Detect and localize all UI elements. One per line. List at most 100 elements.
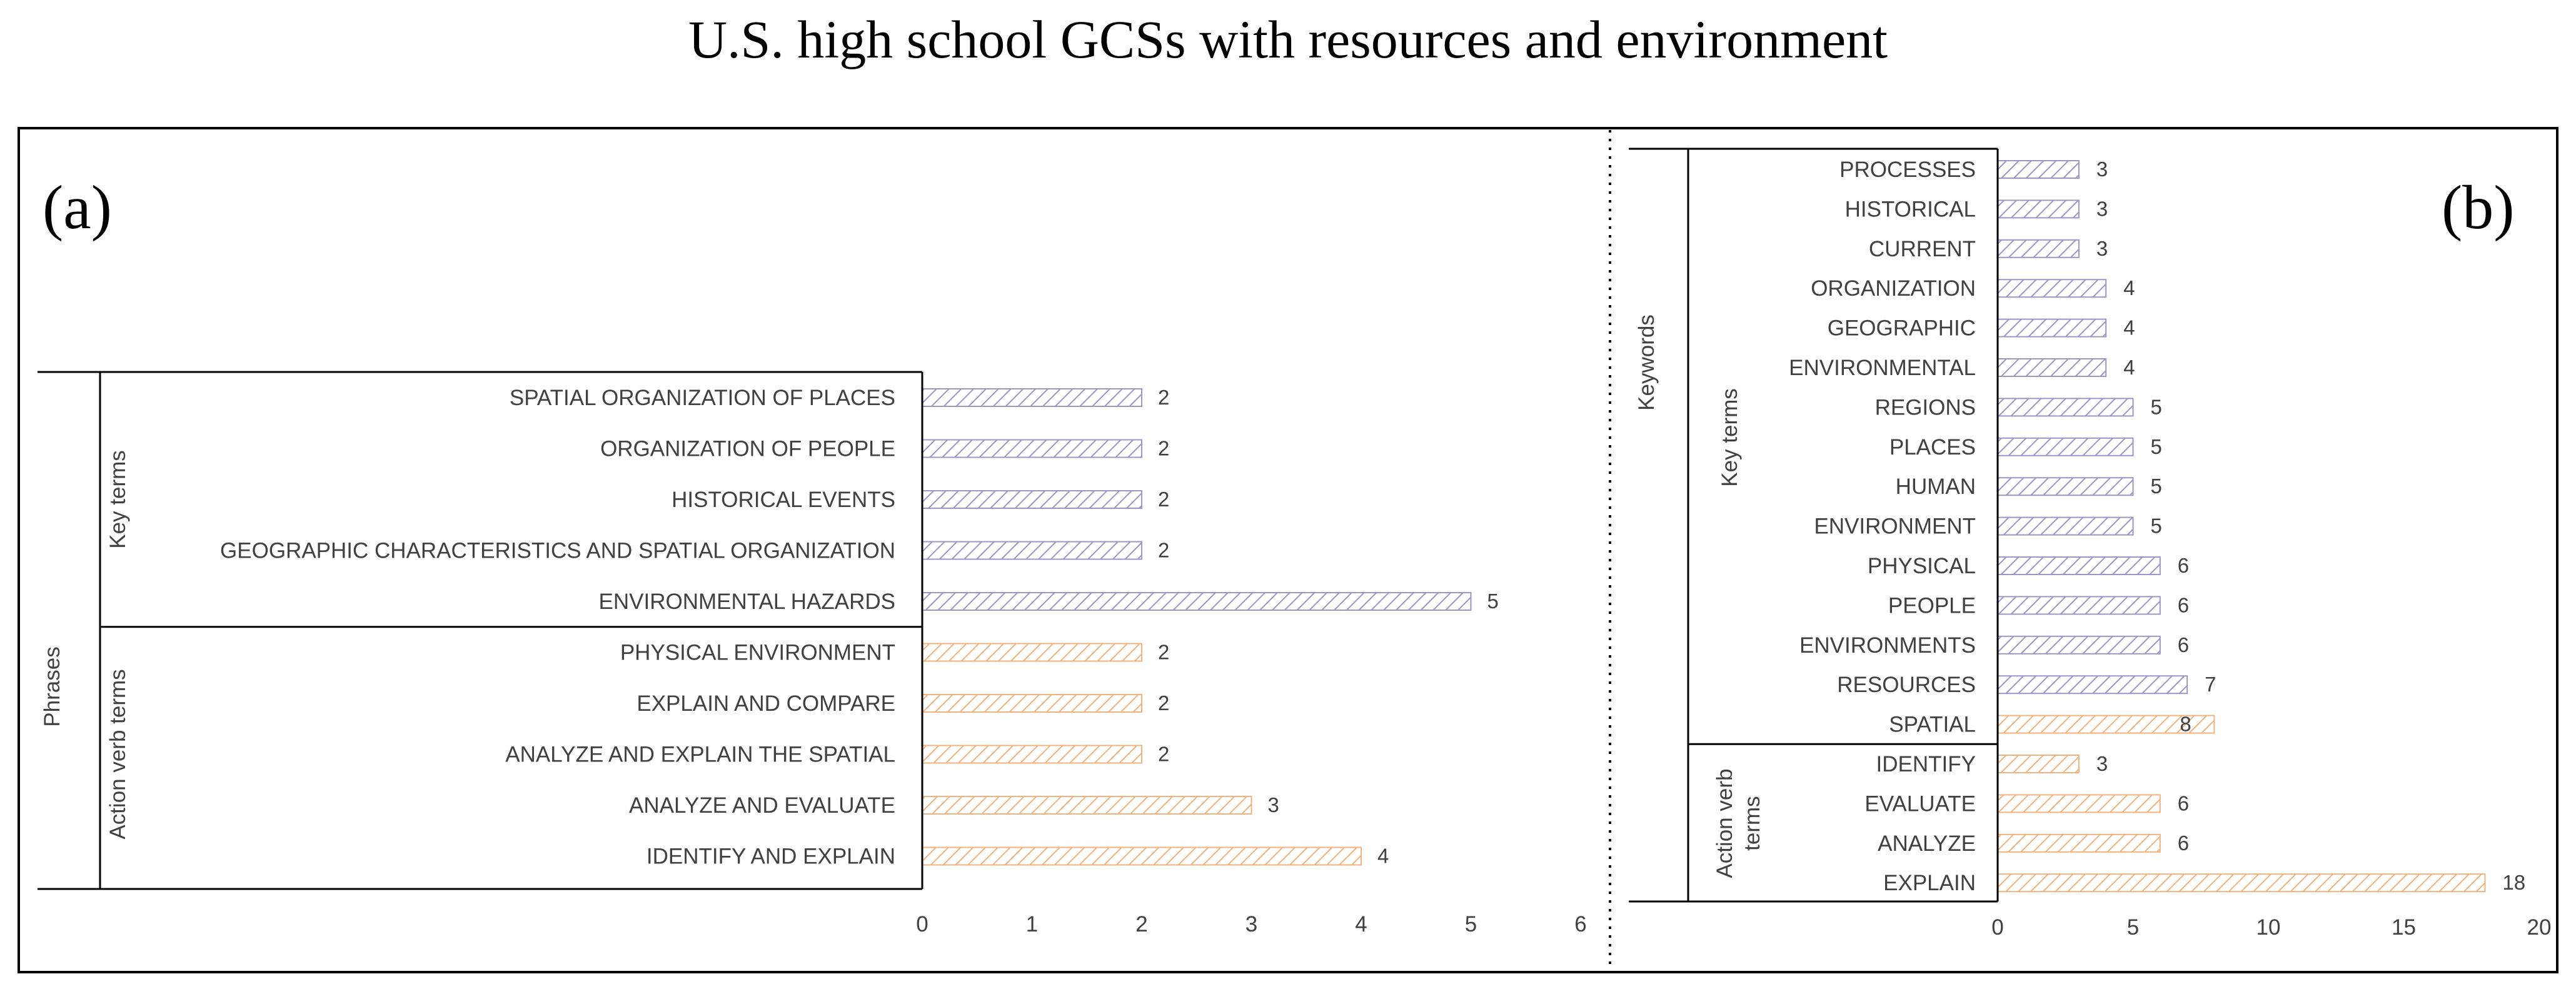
panel-a-value-identify-and-explain: 4 bbox=[1377, 845, 1389, 868]
panel-a-label-spatial-organization-of-places: SPATIAL ORGANIZATION OF PLACES bbox=[510, 386, 895, 410]
panel-b-value-environment: 5 bbox=[2151, 515, 2162, 538]
panel-b-bar-historical bbox=[1997, 199, 2080, 219]
panel-b-label-organization: ORGANIZATION bbox=[1811, 276, 1976, 301]
panel-b-label-explain: EXPLAIN bbox=[1883, 871, 1976, 895]
panel-a-value-environmental-hazards: 5 bbox=[1487, 590, 1499, 613]
panel-a-bar-physical-environment bbox=[922, 643, 1142, 662]
panel-b-bar-analyze bbox=[1997, 833, 2161, 853]
panel-b-bar-evaluate bbox=[1997, 794, 2161, 813]
panel-b-bar-regions bbox=[1997, 398, 2134, 417]
panel-b-bar-resources bbox=[1997, 675, 2188, 695]
panel-b-value-analyze: 6 bbox=[2178, 831, 2189, 855]
panel-a-value-organization-of-people: 2 bbox=[1158, 437, 1169, 460]
panel-b-label-current: CURRENT bbox=[1869, 237, 1976, 261]
panel-b-tick-10: 10 bbox=[2257, 915, 2281, 940]
panel-a-bar-analyze-and-evaluate bbox=[922, 796, 1252, 815]
panel-b-value-physical: 6 bbox=[2178, 554, 2189, 577]
panel-a-bar-spatial-organization-of-places bbox=[922, 388, 1142, 407]
panel-b-label-processes: PROCESSES bbox=[1839, 158, 1976, 182]
panel-a-value-explain-and-compare: 2 bbox=[1158, 691, 1169, 715]
panel-b-label-physical: PHYSICAL bbox=[1868, 554, 1976, 578]
panel-a: SPATIAL ORGANIZATION OF PLACES 2 ORGANIZAT… bbox=[38, 371, 1587, 936]
panel-a-label-identify-and-explain: IDENTIFY AND EXPLAIN bbox=[647, 845, 895, 869]
chart-title: U.S. high school GCSs with resources and… bbox=[688, 9, 1888, 69]
panel-a-value-analyze-and-evaluate: 3 bbox=[1268, 793, 1279, 816]
panel-b-value-geographic: 4 bbox=[2123, 316, 2135, 339]
panel-b: PROCESSES 3 HISTORICAL 3 CURRENT 3 ORGANIZATIO… bbox=[1629, 148, 2552, 940]
panel-b-bar-people bbox=[1997, 596, 2161, 615]
panel-b-bar-spatial bbox=[1997, 715, 2215, 734]
panel-b-value-organization: 4 bbox=[2123, 276, 2135, 299]
panel-b-bar-processes bbox=[1997, 160, 2080, 179]
panel-a-bar-historical-events bbox=[922, 490, 1142, 509]
panel-b-bar-current bbox=[1997, 239, 2080, 258]
panel-a-bar-geographic-characteristics-and-spatial-organization bbox=[922, 541, 1142, 560]
panel-b-label-identify: IDENTIFY bbox=[1876, 752, 1976, 776]
panel-a-bar-explain-and-compare bbox=[922, 694, 1142, 713]
panel-a-group-label-key-terms: Key terms bbox=[106, 450, 130, 549]
panel-a-value-spatial-organization-of-places: 2 bbox=[1158, 386, 1169, 409]
panel-b-value-environments: 6 bbox=[2178, 633, 2189, 656]
panel-b-label-evaluate: EVALUATE bbox=[1864, 791, 1976, 816]
panel-a-group-label-action-verb-terms: Action verb terms bbox=[106, 669, 130, 839]
panel-b-group-label-action-verb-terms: Action verb terms bbox=[1713, 769, 1764, 878]
panel-b-value-current: 3 bbox=[2096, 237, 2108, 260]
panel-b-value-spatial: 8 bbox=[2180, 713, 2191, 736]
panel-a-outer-group-label: Phrases bbox=[40, 646, 64, 726]
panel-b-bar-explain bbox=[1997, 873, 2486, 893]
panel-a-tick-5: 5 bbox=[1465, 912, 1477, 936]
panel-b-label-historical: HISTORICAL bbox=[1845, 197, 1976, 221]
panel-b-value-people: 6 bbox=[2178, 593, 2189, 616]
panel-b-value-places: 5 bbox=[2151, 435, 2162, 458]
panel-a-label-analyze-and-evaluate: ANALYZE AND EVALUATE bbox=[629, 793, 895, 818]
panel-a-label-explain-and-compare: EXPLAIN AND COMPARE bbox=[636, 691, 895, 716]
panel-a-label-environmental-hazards: ENVIRONMENTAL HAZARDS bbox=[599, 590, 896, 614]
panel-a-value-analyze-and-explain-the-spatial: 2 bbox=[1158, 743, 1169, 766]
panel-b-value-environmental: 4 bbox=[2123, 356, 2135, 379]
figure-frame bbox=[18, 127, 2558, 973]
panel-b-label-geographic: GEOGRAPHIC bbox=[1828, 316, 1976, 341]
panel-a-value-geographic-characteristics-and-spatial-organization: 2 bbox=[1158, 539, 1169, 562]
panel-a-bar-environmental-hazards bbox=[922, 592, 1472, 611]
panel-a-bar-identify-and-explain bbox=[922, 846, 1362, 866]
panel-a-label-geographic-characteristics-and-spatial-organization: GEOGRAPHIC CHARACTERISTICS AND SPATIAL O… bbox=[220, 539, 895, 563]
panel-b-bar-human bbox=[1997, 477, 2134, 496]
panel-b-value-resources: 7 bbox=[2205, 673, 2216, 696]
panel-b-bar-organization bbox=[1997, 279, 2107, 298]
panel-b-label-environments: ENVIRONMENTS bbox=[1799, 633, 1976, 658]
panel-a-tick-3: 3 bbox=[1245, 912, 1257, 936]
panel-a-value-historical-events: 2 bbox=[1158, 488, 1169, 511]
panel-b-value-regions: 5 bbox=[2151, 395, 2162, 418]
panel-b-value-explain: 18 bbox=[2502, 871, 2525, 894]
panel-a-tick-4: 4 bbox=[1355, 912, 1367, 936]
panel-b-label-people: PEOPLE bbox=[1888, 593, 1976, 618]
panel-b-tick-15: 15 bbox=[2392, 915, 2416, 940]
panel-b-value-processes: 3 bbox=[2096, 158, 2108, 181]
panel-b-bar-geographic bbox=[1997, 318, 2107, 338]
panel-a-bar-analyze-and-explain-the-spatial bbox=[922, 745, 1142, 764]
panel-a-label-analyze-and-explain-the-spatial: ANALYZE AND EXPLAIN THE SPATIAL bbox=[505, 743, 895, 767]
panel-b-bar-places bbox=[1997, 437, 2134, 456]
panel-b-value-identify: 3 bbox=[2096, 752, 2108, 775]
panel-b-bar-physical bbox=[1997, 556, 2161, 575]
panel-b-tick-0: 0 bbox=[1991, 915, 2003, 940]
panel-a-letter: (a) bbox=[43, 173, 112, 242]
panel-a-label-historical-events: HISTORICAL EVENTS bbox=[672, 488, 895, 512]
panel-a-label-physical-environment: PHYSICAL ENVIRONMENT bbox=[620, 641, 895, 665]
panel-b-bar-identify bbox=[1997, 755, 2080, 773]
panel-a-bar-organization-of-people bbox=[922, 439, 1142, 458]
panel-b-label-resources: RESOURCES bbox=[1837, 673, 1976, 697]
panel-b-label-places: PLACES bbox=[1889, 435, 1976, 459]
panel-a-tick-0: 0 bbox=[916, 912, 928, 936]
panel-b-label-spatial: SPATIAL bbox=[1889, 713, 1976, 737]
panel-b-bar-environment bbox=[1997, 516, 2134, 536]
panel-b-label-environment: ENVIRONMENT bbox=[1814, 515, 1976, 539]
panel-b-bar-environments bbox=[1997, 635, 2161, 655]
panel-b-letter: (b) bbox=[2442, 173, 2515, 242]
panel-b-tick-20: 20 bbox=[2527, 915, 2552, 940]
panel-b-tick-5: 5 bbox=[2127, 915, 2139, 940]
panel-b-label-human: HUMAN bbox=[1896, 474, 1976, 499]
panel-a-tick-1: 1 bbox=[1026, 912, 1038, 936]
panel-a-value-physical-environment: 2 bbox=[1158, 641, 1169, 664]
